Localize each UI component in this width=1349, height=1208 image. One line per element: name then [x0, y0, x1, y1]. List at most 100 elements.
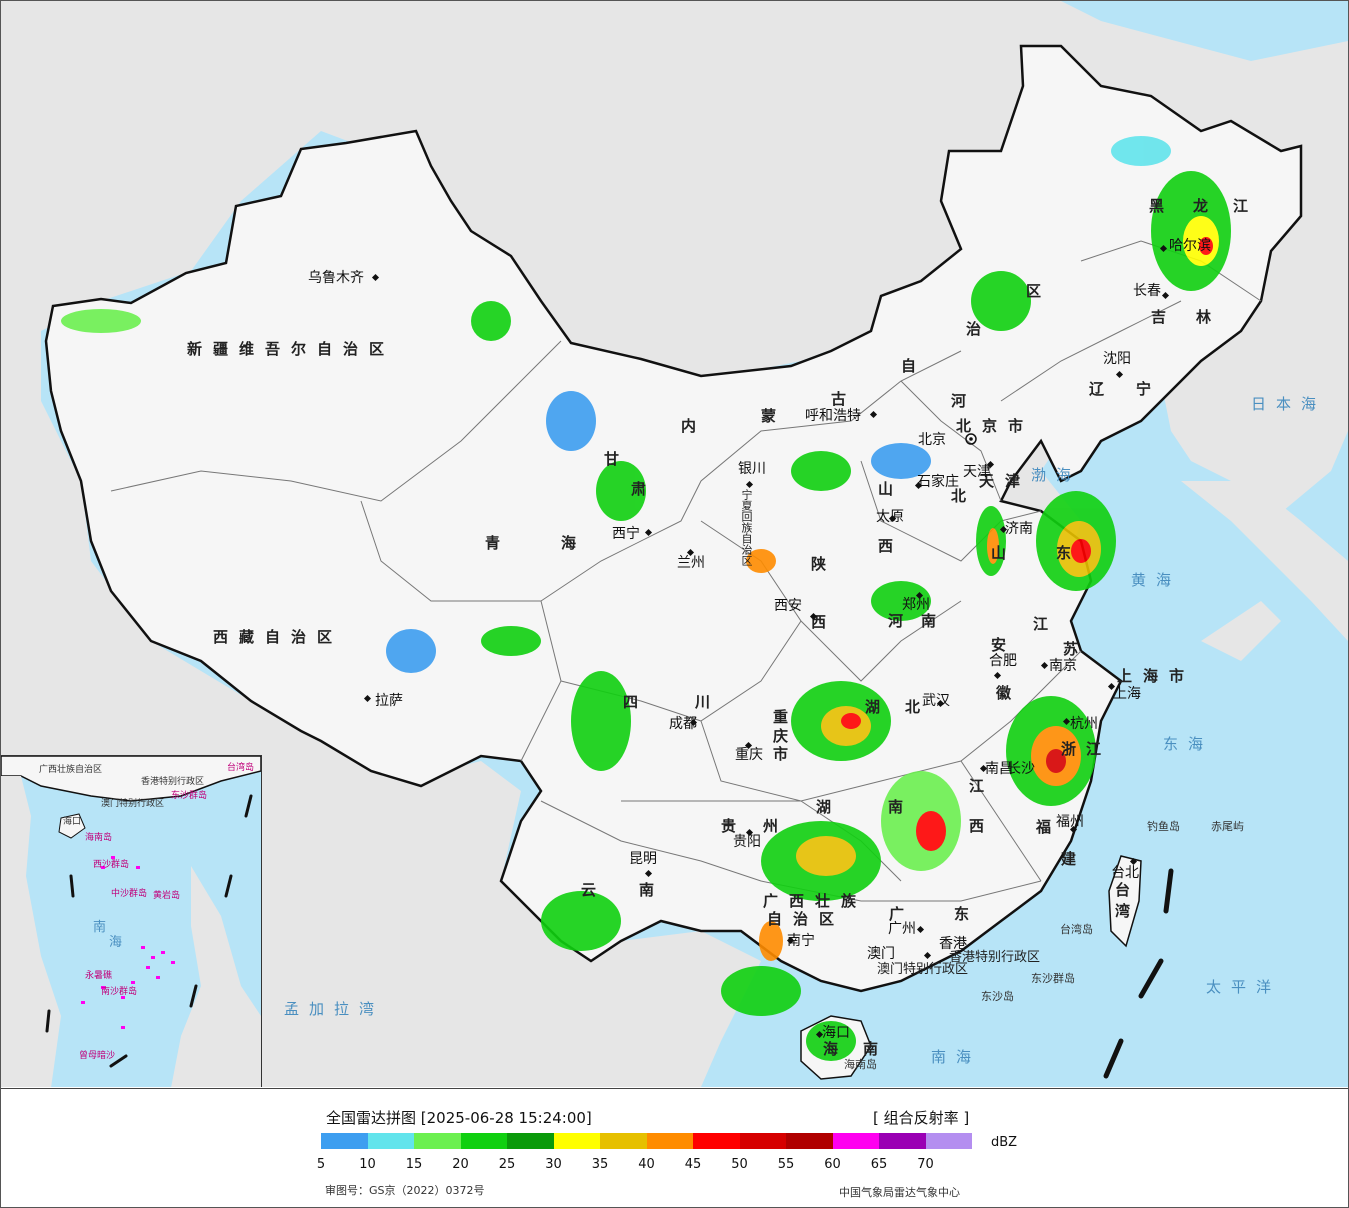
- city-label: 贵阳: [733, 834, 761, 850]
- province-label: 云: [581, 881, 608, 899]
- province-label: 北京市: [956, 417, 1035, 435]
- inset-label: 香港特别行政区: [141, 777, 205, 787]
- province-label: 甘: [604, 450, 631, 468]
- province-label: 辽: [1089, 380, 1116, 398]
- color-scale-unit: dBZ: [991, 1135, 1018, 1150]
- island-label: 台湾岛: [1060, 923, 1093, 936]
- province-label: 江: [969, 777, 996, 795]
- province-label: 宁夏回族自治区: [740, 489, 753, 566]
- province-label: 南: [639, 881, 666, 899]
- color-scale-cell: [553, 1133, 600, 1149]
- color-scale-cell: [600, 1133, 647, 1149]
- inset-label: 南沙群岛: [101, 987, 138, 997]
- legend-title: 全国雷达拼图 [2025-06-28 15:24:00]: [326, 1109, 592, 1127]
- radar-map[interactable]: 台湾岛 海口 海南岛 西沙群岛 东沙群岛 中沙群岛 黄岩岛 南沙群岛 永暑礁 曾母暗沙南海广西壮族…: [1, 1, 1348, 1087]
- inset-label: 中沙群岛: [111, 889, 148, 899]
- province-label: 庆: [773, 727, 800, 745]
- province-label: 自: [901, 357, 928, 375]
- province-label: 湖: [816, 798, 843, 816]
- province-label: 北: [951, 487, 978, 505]
- color-scale-tick: 35: [591, 1157, 609, 1172]
- color-scale-tick: 10: [359, 1157, 376, 1172]
- inset-label: 广西壮族自治区: [39, 765, 103, 775]
- color-scale-cell: [460, 1133, 507, 1149]
- inset-label: 东沙群岛: [171, 791, 208, 801]
- province-label: 江: [1233, 197, 1260, 215]
- color-scale-cell: [739, 1133, 786, 1149]
- color-scale-tick: 25: [498, 1157, 516, 1172]
- city-label: 呼和浩特: [805, 408, 861, 424]
- color-scale-cell: [832, 1133, 879, 1149]
- province-label: 东: [954, 905, 981, 923]
- city-label: 北京: [918, 432, 946, 448]
- province-label: 河: [888, 612, 915, 630]
- city-label: 西宁: [612, 526, 640, 542]
- province-label: 吉: [1151, 308, 1178, 326]
- city-label: 成都: [669, 716, 697, 732]
- province-label: 北: [905, 698, 932, 716]
- province-label: 市: [773, 745, 800, 763]
- province-label: 四: [623, 693, 650, 711]
- island-label: 赤尾屿: [1211, 820, 1244, 833]
- sea-label: 太平洋: [1206, 978, 1282, 996]
- color-scale-tick: 5: [316, 1157, 326, 1172]
- map-canvas: [1, 1, 1348, 1087]
- province-label: 南: [921, 612, 948, 630]
- inset-label: 海南岛: [85, 833, 113, 843]
- inset-label: 海: [109, 935, 123, 950]
- city-label: 上海: [1113, 686, 1141, 702]
- sea-label: 东海: [1163, 735, 1214, 753]
- legend-product: [ 组合反射率 ]: [873, 1109, 970, 1127]
- province-label: 重: [773, 708, 800, 726]
- province-label: 新疆维吾尔自治区: [187, 340, 396, 358]
- province-label: 西: [878, 537, 905, 555]
- inset-label: 永暑礁: [85, 971, 113, 981]
- province-label: 古: [831, 390, 858, 408]
- city-label: 昆明: [629, 851, 657, 867]
- province-label: 徽: [996, 684, 1023, 702]
- color-scale-ticks: 5 10 15 20 25 30 35 40 45 50 55 60 65 70: [301, 1157, 981, 1175]
- city-label: 沈阳: [1103, 351, 1131, 367]
- province-label: 西: [969, 817, 996, 835]
- province-label: 浙: [1061, 740, 1088, 758]
- province-label: 澳门特别行政区: [877, 962, 969, 977]
- city-label: 长春: [1133, 283, 1161, 299]
- province-label: 龙: [1193, 197, 1220, 215]
- radar-echoes: [61, 136, 1231, 1061]
- color-scale-cell: [414, 1133, 461, 1149]
- sea-label: 黄海: [1131, 571, 1182, 589]
- island-label: 钓鱼岛: [1147, 820, 1180, 833]
- color-scale-bar: [321, 1133, 972, 1149]
- inset-label: 南: [93, 920, 107, 935]
- province-label: 江: [1033, 615, 1060, 633]
- province-label: 天津: [979, 472, 1032, 490]
- province-label: 黑: [1149, 197, 1176, 215]
- city-label: 郑州: [902, 597, 930, 613]
- city-label: 南京: [1049, 658, 1077, 674]
- province-label: 南: [888, 798, 915, 816]
- province-label: 蒙: [761, 407, 788, 425]
- inset-label: 黄岩岛: [153, 891, 181, 901]
- beijing-marker: [965, 433, 977, 445]
- province-label: 台: [1115, 881, 1142, 899]
- color-scale-cell: [879, 1133, 926, 1149]
- city-label: 哈尔滨: [1169, 238, 1211, 254]
- province-label: 安: [991, 636, 1018, 654]
- color-scale-tick: 70: [917, 1157, 934, 1172]
- province-label: 贵: [721, 817, 748, 835]
- province-label: 海: [823, 1040, 850, 1058]
- city-label: 拉萨: [375, 693, 403, 709]
- province-label: 川: [695, 693, 722, 711]
- south-china-sea-inset: 台湾岛 海口 海南岛 西沙群岛 东沙群岛 中沙群岛 黄岩岛 南沙群岛 永暑礁 曾母暗沙 南海 广西壮族…: [1, 755, 262, 1087]
- color-scale-tick: 40: [638, 1157, 655, 1172]
- color-scale-cell: [367, 1133, 414, 1149]
- city-label: 银川: [738, 461, 766, 477]
- province-label: 山: [878, 480, 905, 498]
- province-label: 宁: [1136, 380, 1163, 398]
- province-label: 河: [951, 392, 978, 410]
- city-label: 石家庄: [917, 474, 959, 490]
- color-scale-tick: 55: [777, 1157, 795, 1172]
- neighbor-land-east: [1181, 481, 1348, 661]
- province-label: 陕: [811, 555, 838, 573]
